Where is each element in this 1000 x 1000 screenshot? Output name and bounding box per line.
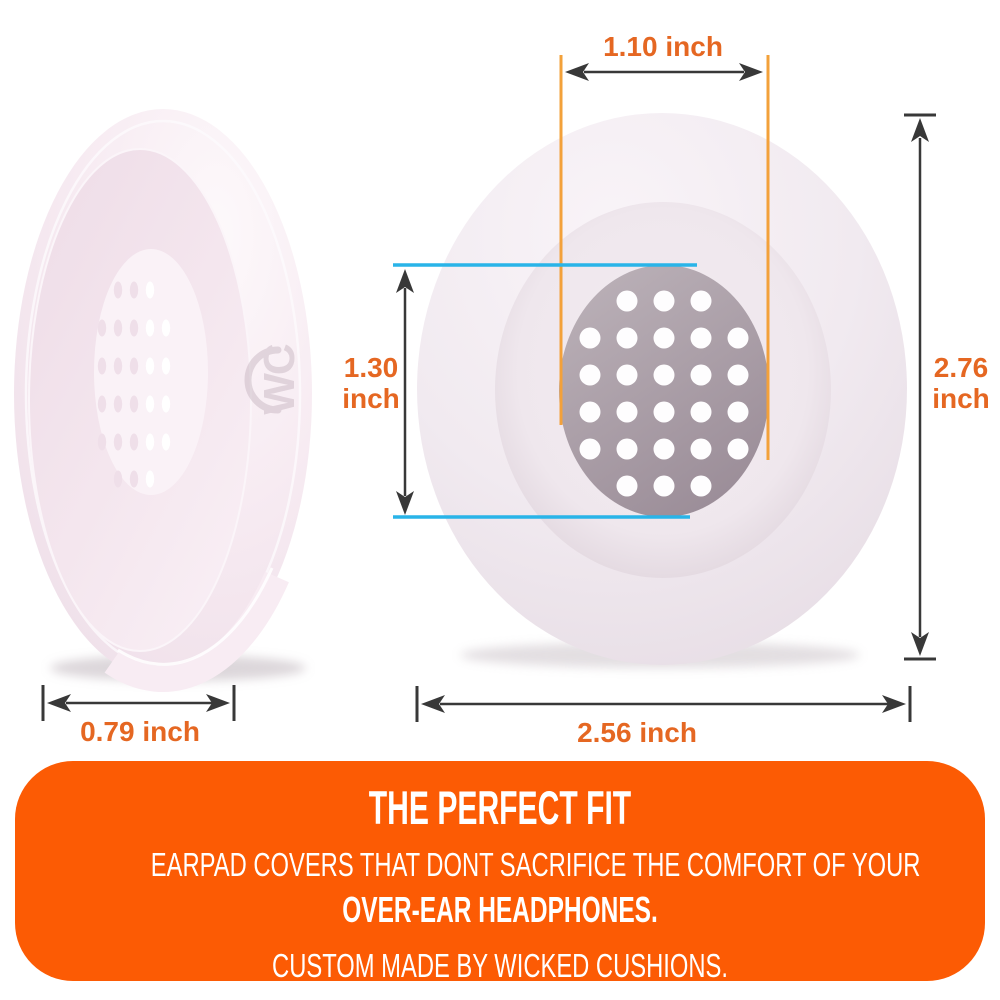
earpad-front-view	[417, 113, 907, 668]
wc-logo-watermark: WC	[244, 344, 304, 415]
dimension-label-outer-height: 2.76 inch	[932, 352, 990, 414]
dimension-arrow-outer-height	[904, 113, 936, 661]
side-view-holes	[97, 281, 171, 488]
dimension-label-outer-width: 2.56 inch	[577, 717, 697, 748]
dimension-label-depth: 0.79 inch	[80, 716, 200, 747]
dimension-arrow-outer-width	[415, 686, 912, 722]
measurement-overlay	[41, 55, 936, 722]
banner-subtitle-line1: EARPAD COVERS THAT DONT SACRIFICE THE CO…	[150, 846, 921, 884]
dimension-label-inner-height: 1.30 inch	[342, 352, 400, 414]
dimension-arrow-depth	[41, 685, 236, 721]
wc-logo-text: WC	[255, 344, 304, 415]
front-view-holes	[579, 290, 749, 497]
dimension-arrow-inner-width	[565, 63, 763, 81]
earpad-side-view: WC	[14, 109, 312, 693]
side-view-bottom-lip-edge	[117, 567, 274, 666]
front-view-speaker-oval	[559, 265, 769, 517]
banner-title: THE PERFECT FIT	[368, 781, 632, 834]
side-view-bottom-lip	[104, 571, 289, 693]
headphone-band-icon	[244, 346, 282, 414]
banner-subtitle-line2: OVER-EAR HEADPHONES.	[342, 888, 658, 930]
marketing-banner: THE PERFECT FIT EARPAD COVERS THAT DONT …	[15, 761, 985, 984]
dimension-arrow-inner-height	[396, 269, 414, 515]
dimension-label-inner-width: 1.10 inch	[603, 31, 723, 62]
banner-subtitle-line3: CUSTOM MADE BY WICKED CUSHIONS.	[272, 946, 728, 984]
